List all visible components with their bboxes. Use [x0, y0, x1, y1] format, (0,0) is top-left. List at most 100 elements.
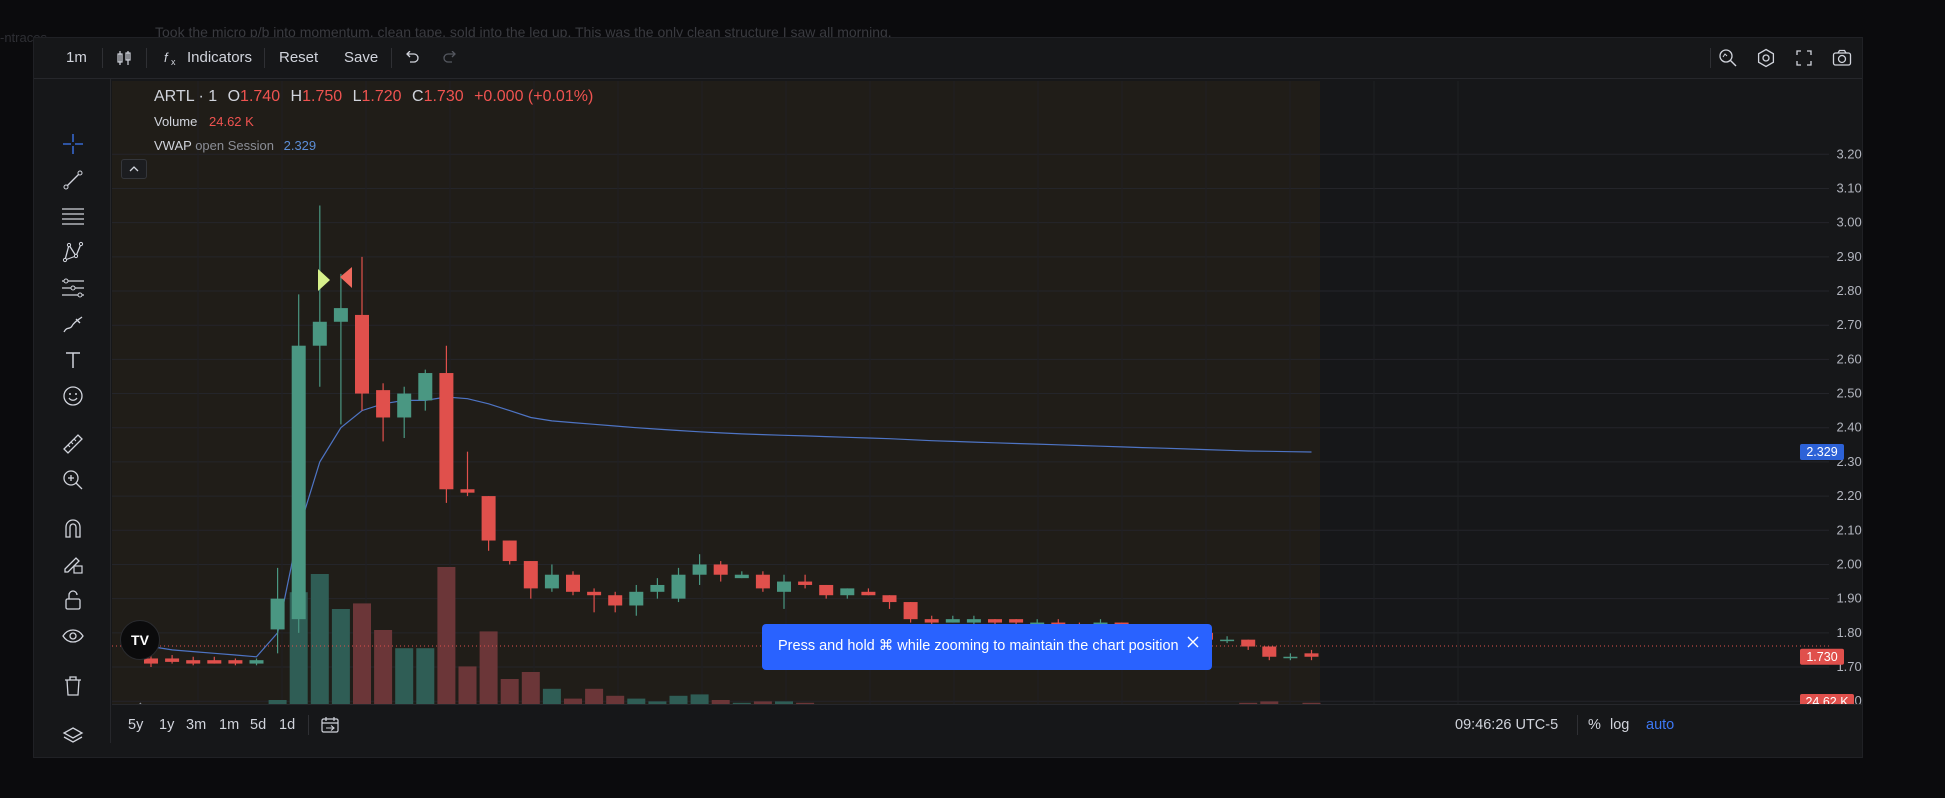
- undo-icon[interactable]: [398, 44, 426, 72]
- redo-icon[interactable]: [436, 44, 464, 72]
- toolbar-divider: [1710, 48, 1711, 68]
- reset-button[interactable]: Reset: [279, 49, 319, 66]
- toolbar-divider: [102, 48, 103, 68]
- toolbar-border: [110, 78, 111, 743]
- brush-icon[interactable]: [55, 308, 91, 340]
- range-3m[interactable]: 3m: [186, 717, 207, 733]
- indicators-button[interactable]: Indicators: [187, 49, 253, 66]
- vwap-label[interactable]: VWAP: [154, 138, 192, 153]
- go-to-date-icon[interactable]: [316, 711, 344, 739]
- auto-toggle[interactable]: auto: [1646, 717, 1675, 733]
- settings-icon[interactable]: [1752, 44, 1780, 72]
- range-5d[interactable]: 5d: [250, 717, 267, 733]
- price-tick-label: 3.000: [1836, 215, 1862, 230]
- range-1d[interactable]: 1d: [279, 717, 296, 733]
- low-label: L: [352, 88, 362, 105]
- save-button[interactable]: Save: [344, 49, 379, 66]
- open-value: 1.740: [240, 88, 281, 105]
- volume-bar: [627, 698, 646, 705]
- volume-bar: [648, 701, 667, 705]
- symbol-label[interactable]: ARTL · 1: [154, 88, 218, 105]
- toast-close-icon[interactable]: [1184, 633, 1202, 651]
- fullscreen-icon[interactable]: [1790, 44, 1818, 72]
- change-value: +0.000 (+0.01%): [474, 88, 594, 105]
- volume-marker-bg: [1800, 694, 1854, 705]
- logo-text: TV: [131, 632, 149, 648]
- close-value: 1.730: [423, 88, 464, 105]
- range-1y[interactable]: 1y: [159, 717, 175, 733]
- magnet-icon[interactable]: [55, 512, 91, 544]
- low-value: 1.720: [361, 88, 402, 105]
- volume-bar: [796, 702, 815, 705]
- volume-bar: [1302, 702, 1321, 705]
- price-tick-label: 3.100: [1836, 180, 1862, 195]
- interval-button[interactable]: 1m: [66, 49, 87, 66]
- bottom-toolbar: 5y 1y 3m 1m 5d 1d 09:46:26 UTC-5 % log a…: [112, 704, 1862, 745]
- volume-bar: [690, 694, 709, 705]
- emoji-icon[interactable]: [55, 380, 91, 412]
- close-label: C: [412, 88, 424, 105]
- clock-timezone[interactable]: 09:46:26 UTC-5: [1455, 717, 1559, 733]
- trend-line-icon[interactable]: [55, 164, 91, 196]
- price-tick-label: 2.500: [1836, 386, 1862, 401]
- candle-body: [882, 595, 897, 603]
- percent-toggle[interactable]: %: [1588, 717, 1601, 733]
- candle-body: [1009, 619, 1024, 623]
- toolbar-divider: [308, 715, 309, 735]
- price-tick-label: 1.900: [1836, 591, 1862, 606]
- vwap-legend: VWAP open Session 2.329: [154, 138, 316, 153]
- quick-search-icon[interactable]: [1714, 44, 1742, 72]
- camera-icon[interactable]: [1828, 44, 1856, 72]
- collapse-legend-button[interactable]: [121, 159, 147, 179]
- volume-marker: 24.62 K: [1805, 695, 1849, 705]
- volume-bar: [268, 700, 287, 705]
- candle-body: [713, 564, 728, 575]
- drawing-toolbar: [50, 86, 96, 743]
- trash-icon[interactable]: [55, 670, 91, 702]
- price-tick-label: 2.000: [1836, 556, 1862, 571]
- volume-label[interactable]: Volume: [154, 114, 198, 129]
- log-toggle[interactable]: log: [1610, 717, 1630, 733]
- volume-bar: [521, 672, 540, 705]
- volume-bar: [585, 688, 604, 705]
- last-price-marker: 1.730: [1806, 650, 1837, 664]
- sell-marker-icon: [340, 267, 352, 288]
- zoom-hint-toast: Press and hold ⌘ while zooming to mainta…: [762, 624, 1212, 670]
- candle-body: [924, 619, 939, 623]
- layers-icon[interactable]: [55, 720, 91, 752]
- volume-bar: [732, 702, 751, 705]
- eye-icon[interactable]: [55, 620, 91, 652]
- toolbar-divider: [391, 48, 392, 68]
- pattern-icon[interactable]: [55, 236, 91, 268]
- volume-bar: [479, 631, 498, 705]
- candle-body: [945, 619, 960, 623]
- volume-bar: [1239, 702, 1258, 705]
- open-label: O: [227, 88, 241, 105]
- price-tick-label: 2.800: [1836, 283, 1862, 298]
- text-tool-icon[interactable]: [55, 344, 91, 376]
- tradingview-logo[interactable]: TV: [120, 620, 160, 660]
- candle-body: [798, 581, 813, 585]
- candle-body: [165, 658, 180, 662]
- price-chart[interactable]: 3.200 3.100 3.000 2.900 2.800 2.700 2.600 2.500…: [112, 81, 1862, 705]
- price-tick-label: 2.700: [1836, 317, 1862, 332]
- range-1m[interactable]: 1m: [219, 717, 240, 733]
- candle-body: [988, 619, 1002, 623]
- stay-drawing-icon[interactable]: [55, 548, 91, 580]
- candle-body: [777, 581, 791, 592]
- candles-icon[interactable]: [110, 44, 138, 72]
- volume-bar: [669, 695, 688, 705]
- ohlc-legend: ARTL · 1 O1.740 H1.750 L1.720 C1.730 +0.…: [154, 88, 593, 106]
- zoom-in-icon[interactable]: [55, 464, 91, 496]
- range-5y[interactable]: 5y: [128, 717, 144, 733]
- ruler-icon[interactable]: [55, 428, 91, 460]
- crosshair-icon[interactable]: [55, 128, 91, 160]
- horizontal-lines-icon[interactable]: [55, 200, 91, 232]
- candle-body: [439, 373, 454, 490]
- candle-body: [1220, 639, 1235, 642]
- lock-icon[interactable]: [55, 584, 91, 616]
- fib-retracement-icon[interactable]: [55, 272, 91, 304]
- last-price-marker-bg: [1800, 648, 1844, 665]
- price-tick-label: 3.200: [1836, 146, 1862, 161]
